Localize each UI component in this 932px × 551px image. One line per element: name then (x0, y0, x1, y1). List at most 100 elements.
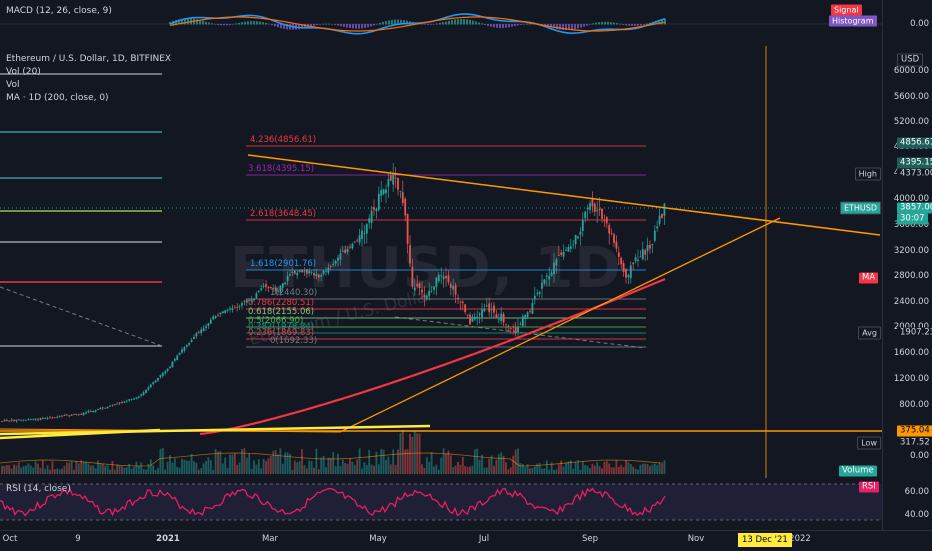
candle-body (382, 189, 385, 194)
volume-bar (87, 463, 90, 474)
macd-hist-bar (271, 24, 273, 26)
macd-hist-bar (553, 24, 555, 29)
price-axis[interactable]: Signal Histogram 0.00 USD 6000.00 5600.00… (829, 0, 932, 530)
volume-bar (353, 465, 356, 474)
price-tick: 3600.00 (893, 220, 929, 230)
rsi-pane[interactable]: RSI (14, close) (0, 478, 882, 526)
macd-hist-bar (529, 23, 531, 25)
macd-signal-line (169, 16, 666, 32)
volume-bar (437, 469, 440, 474)
candle-body (226, 309, 229, 311)
candle-body (581, 219, 584, 231)
volume-bar (428, 461, 431, 474)
candle-body (401, 192, 404, 203)
volume-bar (533, 466, 536, 474)
volume-bar (505, 462, 507, 474)
candle-body (97, 409, 99, 411)
time-tick: Jul (478, 534, 490, 544)
macd-hist-bar (343, 24, 345, 27)
candle-body (560, 252, 563, 255)
candle-body (529, 311, 531, 312)
volume-bar (1, 465, 3, 474)
volume-bar (548, 469, 551, 474)
macd-hist-bar (487, 24, 489, 26)
volume-bar (245, 457, 248, 474)
fib-label: 0.786(2280.51) (248, 298, 315, 308)
candle-body (296, 272, 299, 276)
volume-bar (538, 462, 541, 474)
macd-pane[interactable]: MACD (12, 26, close, 9) (0, 0, 882, 45)
candle-body (447, 275, 450, 283)
volume-bar (301, 449, 303, 474)
volume-bar (236, 464, 239, 474)
volume-bar (526, 464, 529, 474)
candle-body (550, 272, 553, 276)
macd-hist-bar (328, 23, 330, 25)
volume-bar (221, 463, 224, 474)
volume-bar (214, 449, 217, 474)
candle-body (106, 406, 109, 409)
volume-bar (483, 467, 486, 474)
macd-hist-bar (274, 24, 276, 27)
volume-bar (524, 466, 527, 474)
candles (1, 163, 666, 424)
candle-body (593, 203, 596, 212)
price-pane[interactable]: ETHUSD, 1D Ethereum / U.S. Dollar 4.236(… (0, 0, 882, 530)
volume-bar (646, 464, 649, 474)
volume-bar (133, 466, 135, 474)
candle-body (598, 208, 601, 211)
volume-bar (493, 465, 495, 474)
currency-label[interactable]: USD (897, 53, 924, 67)
rsi-line (0, 487, 666, 517)
fib-label: 4.236(4856.61) (250, 135, 317, 145)
ma-legend[interactable]: MA · 1D (200, close, 0) (6, 93, 109, 103)
macd-hist-bar (577, 24, 579, 29)
volume-bar (615, 460, 618, 474)
candle-body (629, 265, 632, 279)
macd-hist-bar (298, 24, 300, 30)
volume-bar (562, 466, 565, 474)
symbol-title[interactable]: Ethereum / U.S. Dollar, 1D, BITFINEX (6, 54, 172, 64)
macd-hist-bar (421, 23, 423, 25)
candle-body (37, 419, 39, 421)
fib-label: 0.382(1978.84) (248, 322, 315, 332)
volume-bar (207, 457, 210, 474)
candle-body (15, 419, 18, 422)
volume-bar (233, 453, 236, 474)
price-tick: 5200.00 (893, 117, 929, 127)
candle-body (497, 318, 500, 320)
fib-label: 0.5(2066.90) (248, 316, 304, 326)
vol20-legend[interactable]: Vol (20) (6, 67, 41, 77)
candle-body (569, 246, 572, 249)
volume-bar (70, 461, 73, 474)
macd-hist-bar (373, 24, 375, 26)
volume-bar (109, 469, 111, 474)
volume-bar (596, 461, 599, 474)
macd-hist-bar (445, 21, 447, 25)
candle-body (157, 377, 159, 381)
candle-body (65, 414, 68, 416)
volume-bar (106, 465, 109, 474)
volume-bar (152, 465, 155, 474)
candle-body (397, 178, 399, 190)
macd-hist-bar (562, 24, 564, 30)
time-axis[interactable]: Oct 9 2021 Mar May Jul Sep Nov 2022 13 Dec '21 (0, 530, 932, 551)
vol-legend[interactable]: Vol (6, 80, 20, 90)
candle-body (56, 416, 59, 418)
volume-bar (387, 456, 390, 474)
volume-bar (339, 466, 342, 474)
rsi-legend[interactable]: RSI (14, close) (6, 484, 71, 494)
volume-bar (209, 460, 212, 474)
macd-hist-bar (301, 24, 303, 29)
macd-hist-bar (316, 24, 318, 26)
drawn-dashed-line (0, 286, 163, 347)
time-tick: May (369, 534, 387, 544)
price-tag: 1907.23 (897, 327, 932, 339)
volume-bar (265, 461, 267, 474)
candle-body (125, 400, 128, 402)
candle-body (411, 266, 414, 287)
candle-body (356, 240, 359, 242)
macd-hist-bar (493, 24, 495, 28)
price-tick: 3200.00 (893, 246, 929, 256)
volume-bar (521, 463, 524, 474)
